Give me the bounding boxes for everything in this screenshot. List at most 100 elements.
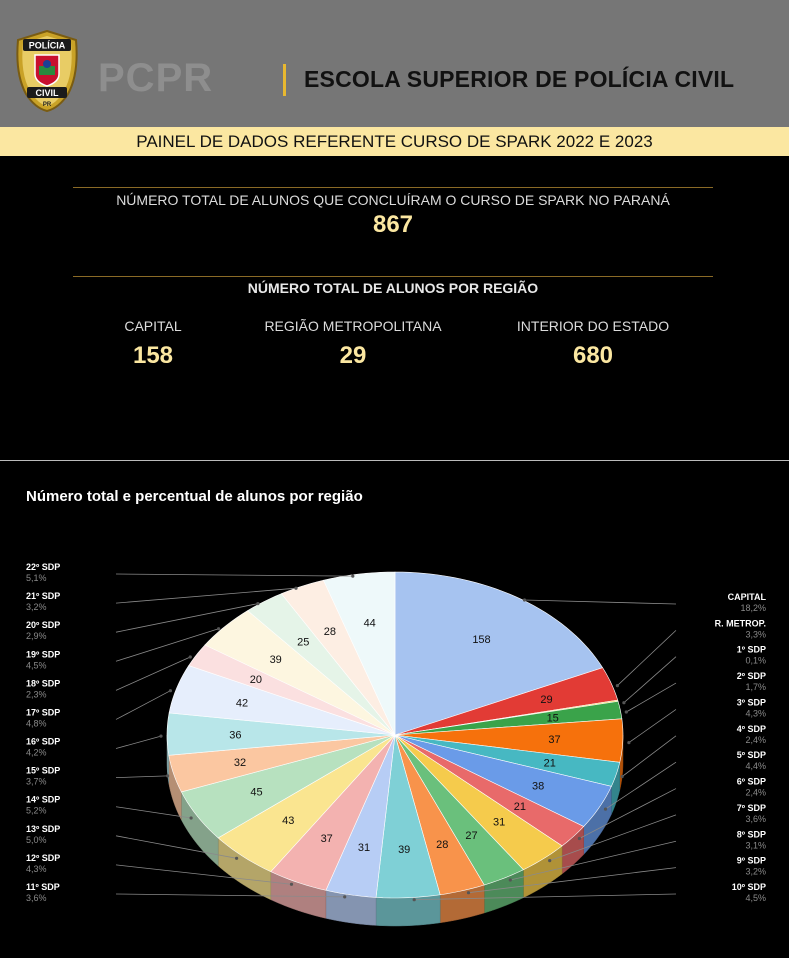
- callout-dot-18: [168, 689, 172, 693]
- callout-name-13: 12º SDP: [26, 853, 60, 863]
- callout-line-3: [626, 682, 677, 713]
- pie-slice-21[interactable]: [247, 593, 396, 736]
- callout-percent-9: 3,1%: [745, 840, 766, 850]
- callout-name-9: 8º SDP: [737, 829, 766, 839]
- callout-percent-14: 5,0%: [26, 835, 47, 845]
- callout-line-16: [115, 775, 168, 779]
- slice-value-label-20: 39: [270, 654, 282, 666]
- callout-name-17: 16º SDP: [26, 737, 60, 747]
- pie-slice-23[interactable]: [323, 571, 396, 736]
- callout-dot-16: [166, 774, 170, 778]
- slice-value-label-9: 27: [465, 830, 477, 842]
- callout-percent-2: 0,1%: [745, 656, 766, 666]
- callout-dot-23: [351, 574, 355, 578]
- callout-dot-22: [294, 586, 298, 590]
- header-separator: [283, 64, 286, 96]
- pie-slice-12[interactable]: [325, 734, 396, 898]
- school-title: ESCOLA SUPERIOR DE POLÍCIA CIVIL: [304, 66, 735, 92]
- slice-value-label-6: 38: [532, 781, 544, 793]
- pie-slice-7[interactable]: [394, 734, 585, 847]
- pie-slice-6[interactable]: [394, 734, 612, 827]
- slice-value-label-10: 28: [436, 839, 448, 851]
- region-heading: NÚMERO TOTAL DE ALUNOS POR REGIÃO: [247, 280, 539, 296]
- pie-slice-17[interactable]: [166, 712, 396, 756]
- pie-slice-19[interactable]: [188, 644, 396, 736]
- callout-percent-5: 2,4%: [745, 735, 766, 745]
- pie-slice-0[interactable]: [394, 571, 604, 736]
- callout-line-20: [115, 628, 219, 662]
- callout-percent-17: 4,2%: [26, 748, 47, 758]
- pie-slice-4[interactable]: [394, 718, 624, 763]
- callout-dot-17: [159, 734, 163, 738]
- callout-dot-7: [577, 836, 582, 841]
- pie-slice-22[interactable]: [280, 579, 396, 736]
- callout-line-18: [115, 690, 171, 720]
- slice-value-label-23: 44: [364, 617, 376, 629]
- pie-slice-8[interactable]: [394, 734, 563, 871]
- badge-bottom-text: CIVIL: [35, 88, 59, 98]
- chart-title: Número total e percentual de alunos por …: [26, 488, 363, 505]
- callout-line-19: [115, 656, 191, 691]
- slice-value-label-16: 32: [234, 757, 246, 769]
- callout-percent-10: 3,2%: [745, 867, 766, 877]
- divider-line: [73, 276, 713, 277]
- slice-value-label-19: 20: [250, 674, 262, 686]
- callout-percent-1: 3,3%: [745, 629, 766, 639]
- slice-value-label-13: 37: [321, 833, 333, 845]
- badge-state-text: PR: [43, 102, 52, 108]
- callout-dot-6: [603, 807, 608, 811]
- callout-dot-5: [620, 774, 624, 779]
- callout-name-8: 7º SDP: [737, 803, 766, 813]
- callout-name-21: 20º SDP: [26, 620, 60, 630]
- pie-slice-15[interactable]: [180, 734, 396, 839]
- callout-dot-1: [615, 684, 620, 688]
- callout-dot-12: [343, 895, 347, 899]
- callout-name-6: 5º SDP: [737, 750, 766, 760]
- callout-percent-8: 3,6%: [745, 814, 766, 824]
- callout-line-23: [115, 573, 353, 577]
- slice-value-label-3: 15: [547, 713, 559, 725]
- callout-name-22: 21º SDP: [26, 591, 60, 601]
- section-divider: [0, 460, 789, 461]
- callout-name-4: 3º SDP: [737, 697, 766, 707]
- pie-slice-11[interactable]: [375, 734, 441, 899]
- slice-value-label-22: 28: [324, 626, 336, 638]
- callout-line-5: [621, 735, 677, 777]
- pie-slice-10[interactable]: [394, 734, 485, 896]
- callout-percent-6: 4,4%: [745, 761, 766, 771]
- pie-slice-5[interactable]: [394, 734, 621, 787]
- callout-name-3: 2º SDP: [737, 671, 766, 681]
- callout-name-15: 14º SDP: [26, 795, 60, 805]
- callout-line-22: [115, 587, 297, 604]
- slice-value-label-4: 37: [548, 734, 560, 746]
- pie-slice-13[interactable]: [270, 734, 396, 891]
- callout-dot-8: [548, 859, 552, 863]
- callout-line-11: [414, 893, 677, 901]
- callout-name-20: 19º SDP: [26, 649, 60, 659]
- region-metro-label: REGIÃO METROPOLITANA: [264, 318, 442, 334]
- slice-value-label-21: 25: [297, 637, 309, 649]
- slice-value-label-5: 21: [544, 758, 556, 770]
- callout-percent-3: 1,7%: [745, 682, 766, 692]
- callout-percent-13: 4,3%: [26, 864, 47, 874]
- region-capital-label: CAPITAL: [124, 318, 182, 334]
- callout-percent-18: 4,8%: [26, 718, 47, 728]
- pie-slice-16[interactable]: [168, 734, 396, 793]
- pie-slice-1[interactable]: [394, 667, 619, 736]
- callout-dot-20: [217, 627, 221, 631]
- callout-dot-9: [508, 878, 512, 882]
- callout-name-5: 4º SDP: [737, 724, 766, 734]
- region-capital-value: 158: [132, 342, 174, 369]
- callout-dot-13: [289, 882, 294, 886]
- pie-slice-20[interactable]: [204, 610, 396, 736]
- pie-slice-14[interactable]: [217, 734, 396, 873]
- callout-line-2: [623, 656, 677, 703]
- pie-slice-9[interactable]: [394, 734, 524, 886]
- callout-percent-12: 3,6%: [26, 893, 47, 903]
- region-metro-value: 29: [339, 342, 367, 369]
- callout-percent-22: 3,2%: [26, 602, 47, 612]
- callout-line-4: [628, 709, 677, 743]
- callout-percent-15: 5,2%: [26, 806, 47, 816]
- pie-slice-18[interactable]: [168, 665, 396, 736]
- brand-logo-text: PCPR: [98, 56, 214, 100]
